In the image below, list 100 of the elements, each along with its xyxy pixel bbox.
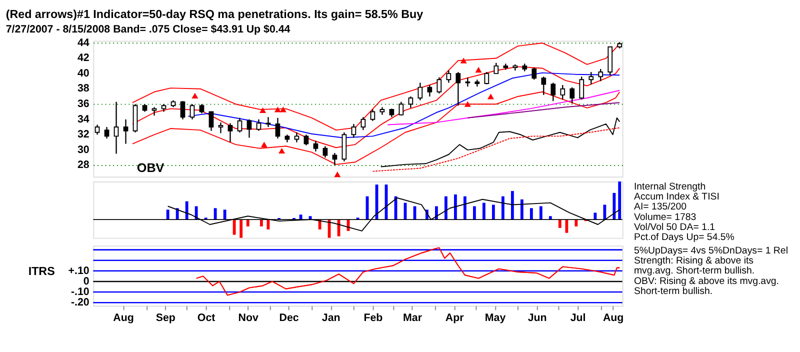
bar — [558, 220, 562, 228]
bar — [223, 210, 226, 220]
x-tick-label: Dec — [279, 312, 299, 324]
candlestick — [104, 126, 110, 140]
bar — [501, 196, 504, 220]
bar — [454, 194, 457, 220]
line-series — [188, 72, 620, 138]
line-series — [372, 127, 620, 172]
candlestick — [465, 76, 470, 88]
candlestick — [190, 104, 195, 120]
x-tick-label: Sep — [156, 312, 176, 324]
candlestick — [427, 84, 432, 98]
candlestick — [446, 70, 452, 84]
x-tick-label: Mar — [403, 312, 422, 324]
candlestick — [275, 117, 280, 140]
point — [460, 58, 467, 64]
candlestick — [370, 108, 376, 122]
y-tick-label: 44 — [77, 36, 90, 49]
bar — [530, 208, 533, 220]
x-tick-label: Jul — [570, 312, 586, 324]
text: AI= 135/200 — [634, 202, 688, 213]
x-tick-label: Feb — [364, 312, 384, 324]
text: Volume= 1783 — [634, 212, 696, 223]
bar — [603, 204, 606, 220]
text: Internal Strength — [634, 181, 706, 192]
candlestick — [94, 124, 100, 136]
x-tick-label: Aug — [113, 312, 134, 324]
y-tick-label: -.10 — [70, 286, 90, 298]
point — [475, 66, 482, 73]
line-series — [467, 102, 620, 118]
candlestick — [208, 111, 214, 132]
x-tick-label: May — [484, 312, 506, 324]
bar — [232, 220, 236, 235]
point — [192, 92, 198, 99]
x-tick-label: Aug — [602, 312, 624, 324]
candlestick — [218, 122, 224, 134]
bar — [246, 220, 250, 226]
candlestick — [180, 100, 186, 120]
bar — [240, 220, 243, 238]
y-tick-label: 36 — [77, 98, 90, 110]
x-tick-label: Jun — [528, 312, 547, 324]
y-tick-label: +.10 — [68, 264, 90, 277]
candlestick — [570, 86, 575, 104]
bar — [463, 196, 466, 220]
bar — [520, 199, 524, 220]
chart-title: (Red arrows)#1 Indicator=50-day RSQ ma penetrations. Its gain= 58.5% Buy — [6, 8, 424, 21]
candlestick — [598, 68, 604, 82]
candlestick — [266, 116, 271, 128]
candlestick — [541, 76, 546, 96]
bar — [260, 220, 263, 226]
text: Accum Index & TISI — [634, 191, 720, 202]
bar — [176, 208, 179, 220]
y-tick-label: 28 — [77, 159, 90, 172]
point — [487, 94, 494, 100]
candlestick — [588, 71, 594, 85]
candlestick — [294, 132, 300, 143]
point — [464, 101, 471, 107]
bar — [565, 220, 568, 233]
bar — [539, 206, 542, 220]
line-series — [380, 117, 620, 168]
y-tick-label: 30 — [77, 144, 90, 156]
x-tick-label: Apr — [445, 312, 464, 324]
candlestick — [550, 82, 556, 102]
point — [260, 142, 268, 148]
bar — [472, 206, 476, 220]
bar — [510, 191, 514, 220]
point — [274, 106, 281, 112]
candlestick — [246, 118, 252, 138]
bar — [548, 216, 552, 220]
point — [334, 172, 341, 178]
y-tick-label: -.20 — [70, 296, 90, 309]
candlestick — [484, 71, 490, 85]
text: 5%UpDays= 4vs 5%DnDays= 1 Rel Strength: Rising & above its mvg.avg. Short-term bullish. — [634, 245, 788, 277]
candlestick — [256, 118, 262, 132]
candlestick — [360, 116, 366, 131]
line-series — [132, 91, 620, 165]
bar — [444, 196, 448, 220]
candlestick — [237, 117, 242, 133]
point — [280, 106, 286, 112]
bar — [574, 220, 578, 226]
bar — [214, 208, 217, 220]
candlestick — [456, 71, 461, 106]
bar — [166, 210, 170, 220]
bar — [618, 182, 622, 220]
candlestick — [332, 152, 338, 166]
bar — [194, 206, 198, 220]
chart-subtitle: 7/27/2007 - 8/15/2008 Band= .075 Close= $43.91 Up $0.44 — [6, 23, 290, 36]
point — [260, 107, 266, 114]
annotation: OBV — [136, 160, 165, 175]
text: Pct.of Days Up= 54.5% — [634, 232, 735, 244]
candlestick — [199, 104, 204, 114]
candlestick — [114, 101, 119, 154]
candlestick — [494, 62, 499, 74]
candlestick — [418, 82, 423, 101]
line-series — [387, 90, 620, 126]
bar — [435, 206, 438, 220]
y-tick-label: 34 — [77, 113, 90, 126]
x-tick-label: Nov — [238, 312, 258, 324]
candlestick — [408, 96, 414, 109]
text: OBV: Rising & above its mvg.avg. Short-term bullish. — [634, 276, 779, 298]
